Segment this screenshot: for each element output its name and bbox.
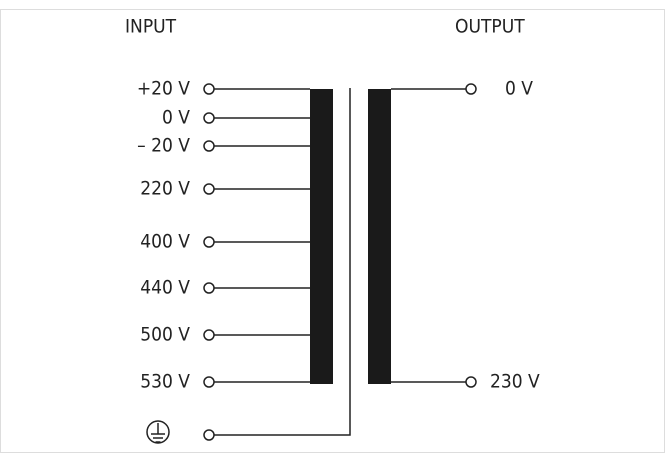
input-label: 400 V <box>140 231 190 253</box>
output-label: 0 V <box>505 78 533 100</box>
ground-terminal <box>203 429 215 441</box>
input-terminal <box>203 112 215 124</box>
input-terminal <box>203 83 215 95</box>
output-title: OUTPUT <box>455 16 525 38</box>
input-terminal <box>203 183 215 195</box>
ground-symbol <box>146 420 170 444</box>
input-terminal <box>203 376 215 388</box>
input-label: 440 V <box>140 277 190 299</box>
input-terminal <box>203 329 215 341</box>
output-terminal <box>465 376 477 388</box>
input-label: – 20 V <box>137 135 190 157</box>
input-label: 500 V <box>140 324 190 346</box>
input-terminal <box>203 236 215 248</box>
input-label: +20 V <box>137 78 190 100</box>
input-label: 530 V <box>140 371 190 393</box>
output-terminal <box>465 83 477 95</box>
input-label: 0 V <box>162 107 190 129</box>
input-terminal <box>203 282 215 294</box>
secondary-core <box>368 89 391 384</box>
output-label: 230 V <box>490 371 540 393</box>
primary-core <box>310 89 333 384</box>
input-terminal <box>203 140 215 152</box>
input-title: INPUT <box>125 16 177 38</box>
ground-line <box>214 88 351 436</box>
input-label: 220 V <box>140 178 190 200</box>
